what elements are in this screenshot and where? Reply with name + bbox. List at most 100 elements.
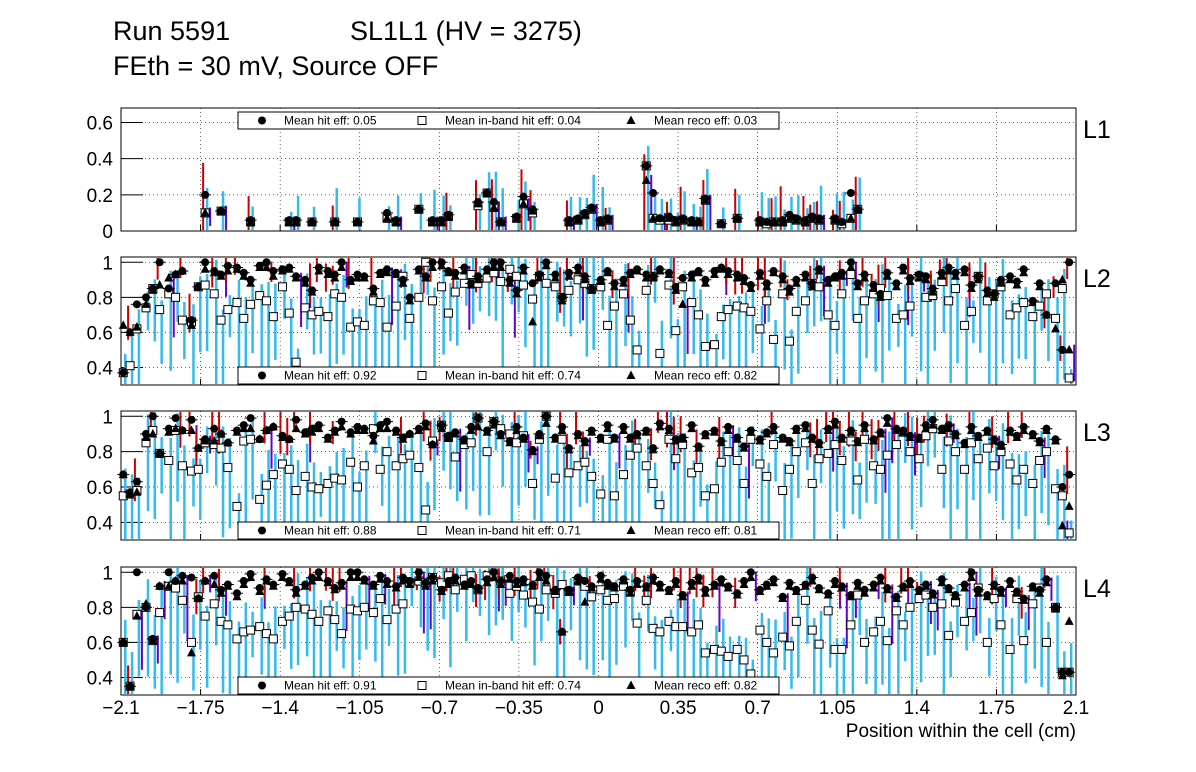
reco-marker [132,611,142,620]
inband-marker [564,285,574,295]
reco-marker [246,423,256,433]
layer-label: L2 [1083,265,1111,293]
panel-l2: 0.4 0.6 0.8 1 Mean hit eff: 0.92 Mean in-band… [87,253,1111,386]
inband-marker [414,292,424,302]
inband-marker [1005,459,1015,469]
inband-marker [528,597,538,607]
chamber-title: SL1L1 (HV = 3275) [350,16,582,46]
reco-marker [382,423,392,433]
y-tick-label: 0.6 [87,633,113,654]
inband-marker [791,447,801,457]
inband-marker [609,594,619,604]
inband-marker [177,315,187,325]
inband-marker [837,644,847,654]
reco-marker [534,572,544,582]
inband-marker [762,471,772,481]
inband-marker [996,620,1006,630]
inband-marker [989,461,999,471]
inband-marker [1012,475,1022,485]
legend-box [237,366,780,385]
y-tick-label: 1 [102,407,113,428]
x-tick-label: 2.1 [1063,698,1089,719]
inband-marker [716,646,726,656]
inband-marker [785,641,794,651]
inband-marker [687,627,697,637]
y-tick-label: 0.8 [87,443,113,464]
legend-l1: Mean hit eff: 0.05 Mean in-band hit eff: … [237,111,780,130]
reco-marker [209,436,219,445]
inband-marker [973,454,983,464]
inband-marker [823,606,833,616]
inband-marker [619,470,629,480]
legend-inband-marker [417,681,427,690]
inband-marker [291,486,301,496]
inband-marker [739,655,749,665]
inband-marker [216,443,226,453]
inband-marker [694,620,704,630]
reco-marker [846,262,856,272]
inband-marker [177,595,187,605]
inband-marker [359,461,369,471]
inband-marker [937,464,947,474]
inband-marker [944,630,954,640]
reco-marker [200,207,210,217]
reco-marker [186,425,196,434]
reco-marker [648,213,658,222]
inband-marker [291,357,301,367]
inband-marker [421,505,431,515]
panel-l4: 0.4 0.6 0.8 1 Mean hit eff: 0.91 Mean in-band… [87,563,1111,696]
inband-marker [655,500,665,510]
legend-reco-marker [626,370,636,379]
inband-marker [853,475,863,485]
reco-marker [186,647,196,657]
inband-marker [323,312,333,322]
y-tick-label: 0.6 [87,478,113,499]
x-tick-label: −1.05 [336,698,384,719]
inband-marker [982,637,992,647]
inband-marker [1064,528,1074,538]
reco-marker [1064,616,1074,625]
inband-marker [382,322,392,332]
inband-marker [641,285,651,295]
inband-marker [268,312,278,322]
y-tick-label: 0 [102,222,113,243]
inband-marker [1035,455,1045,465]
inband-marker [746,434,756,444]
inband-marker [450,585,460,595]
inband-marker [587,471,597,481]
inband-marker [209,599,219,609]
inband-marker [1035,301,1045,311]
inband-marker [330,615,340,625]
inband-marker [155,608,165,618]
inband-marker [596,489,606,499]
inband-marker [541,278,551,288]
inband-marker [550,473,560,483]
inband-marker [375,464,385,474]
inband-marker [482,447,492,457]
reco-marker [132,322,142,331]
inband-marker [723,447,733,457]
reco-marker [337,262,347,272]
x-axis-title: Position within the cell (cm) [846,721,1076,742]
inband-marker [860,637,870,647]
inband-marker [450,452,460,462]
reco-marker [966,572,976,582]
inband-marker [246,434,256,444]
reco-marker [580,597,590,606]
inband-marker [359,602,369,612]
reco-marker [428,262,438,272]
inband-marker [414,463,424,473]
reco-marker [1051,323,1061,333]
inband-marker [807,625,817,635]
inband-marker [905,301,915,311]
inband-marker [846,620,856,630]
y-tick-label: 0.6 [87,113,113,134]
x-tick-label: 0.7 [744,698,770,719]
inband-marker [678,282,688,292]
inband-marker [405,313,415,323]
inband-marker [875,616,885,626]
reco-marker [1057,520,1067,530]
inband-marker [700,648,710,658]
inband-marker [762,296,772,306]
inband-marker [853,590,863,600]
